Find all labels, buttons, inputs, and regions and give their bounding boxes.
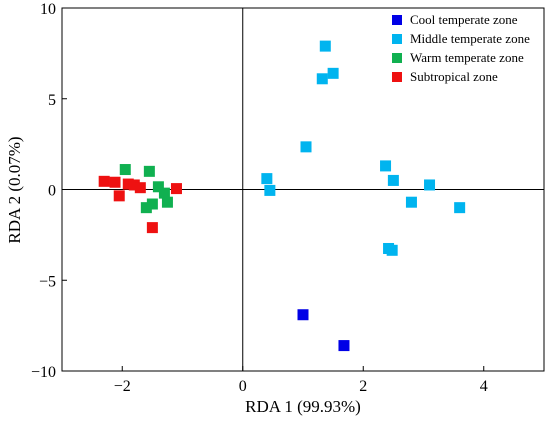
y-tick-label: 0: [48, 183, 56, 200]
x-tick-label: −2: [114, 378, 131, 395]
legend-swatch: [392, 72, 402, 82]
data-point: [170, 183, 182, 195]
data-point: [387, 174, 399, 186]
x-axis-label: RDA 1 (99.93%): [245, 397, 361, 416]
legend-label: Subtropical zone: [410, 69, 498, 84]
data-point: [316, 73, 328, 85]
data-point: [143, 165, 155, 177]
data-point: [109, 176, 121, 188]
legend-label: Warm temperate zone: [410, 50, 524, 65]
data-point: [134, 182, 146, 194]
data-point: [261, 173, 273, 185]
data-point: [386, 244, 398, 256]
data-point: [380, 160, 392, 172]
data-point: [297, 309, 309, 321]
data-point: [140, 202, 152, 214]
legend-swatch: [392, 53, 402, 63]
legend-label: Cool temperate zone: [410, 12, 518, 27]
legend-swatch: [392, 34, 402, 44]
data-point: [146, 222, 158, 234]
data-point: [454, 202, 466, 214]
data-point: [424, 179, 436, 191]
y-axis-ticks: −10 −5 0 5 10: [31, 1, 67, 381]
y-tick-label: −10: [31, 364, 56, 381]
y-tick-label: −5: [39, 273, 56, 290]
data-point: [161, 196, 173, 208]
data-points: [98, 40, 466, 352]
data-point: [158, 187, 170, 199]
data-point: [300, 141, 312, 153]
y-tick-label: 10: [40, 1, 56, 18]
data-point: [319, 40, 331, 52]
data-point: [128, 179, 140, 191]
x-tick-label: 2: [359, 378, 367, 395]
data-point: [98, 175, 110, 187]
data-point: [327, 67, 339, 79]
data-point: [122, 178, 134, 190]
legend: Cool temperate zone Middle temperate zone…: [392, 12, 530, 84]
data-point: [113, 190, 125, 202]
x-axis-ticks: −2 0 2 4: [114, 366, 488, 395]
x-tick-label: 0: [239, 378, 247, 395]
y-tick-label: 5: [48, 92, 56, 109]
legend-label: Middle temperate zone: [410, 31, 530, 46]
x-tick-label: 4: [480, 378, 488, 395]
data-point: [152, 181, 164, 193]
data-point: [146, 198, 158, 210]
data-point: [264, 184, 276, 196]
data-point: [405, 196, 417, 208]
y-axis-label: RDA 2 (0.07%): [5, 136, 24, 243]
legend-swatch: [392, 15, 402, 25]
data-point: [338, 340, 350, 352]
data-point: [119, 164, 131, 176]
